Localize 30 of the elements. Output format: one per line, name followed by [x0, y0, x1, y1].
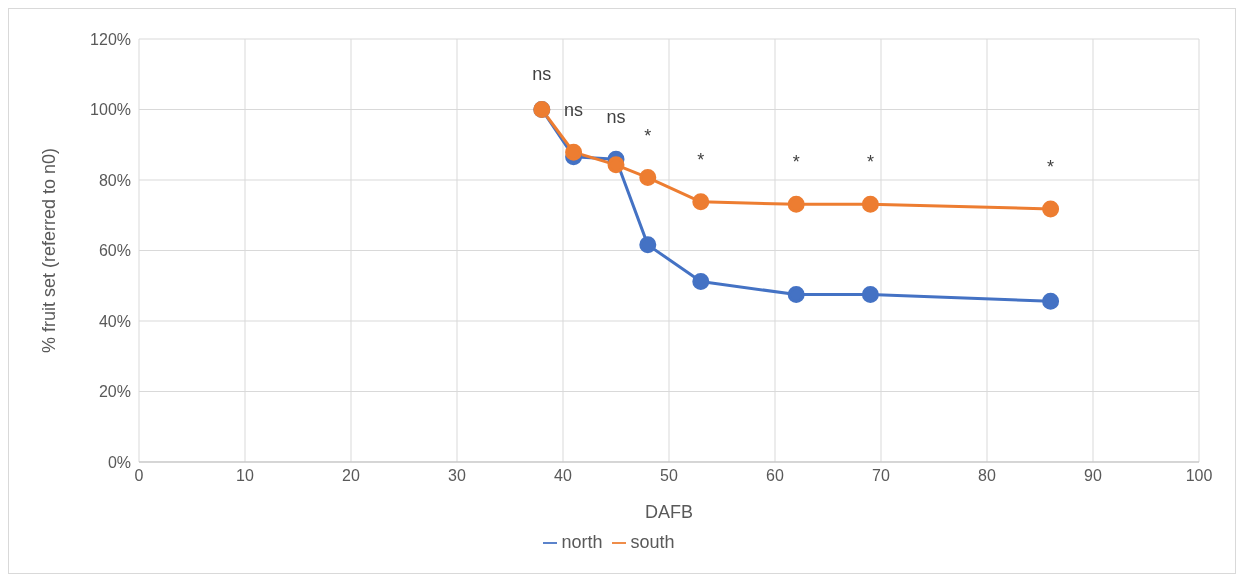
y-tick-label: 100% [90, 101, 131, 119]
legend-label: north [561, 532, 603, 552]
y-tick-label: 120% [90, 30, 131, 48]
x-axis-title: DAFB [644, 502, 694, 522]
x-tick-label: 30 [448, 467, 466, 485]
y-tick-label: 80% [98, 171, 131, 189]
annotation: * [866, 152, 874, 173]
annotation: * [1047, 156, 1055, 177]
x-tick-label: 0 [134, 467, 144, 485]
x-tick-label: 100 [1185, 467, 1213, 485]
annotation: ns [606, 107, 626, 128]
y-tick-label: 20% [98, 383, 131, 401]
y-axis-title: % fruit set (referred to n0) [39, 147, 60, 354]
annotation: * [697, 149, 705, 170]
annotation: * [644, 125, 652, 146]
x-tick-label: 10 [236, 467, 254, 485]
annotation: ns [564, 100, 584, 121]
annotation: * [792, 152, 800, 173]
x-tick-label: 40 [554, 467, 572, 485]
x-tick-label: 80 [978, 467, 996, 485]
y-tick-label: 0% [107, 453, 131, 471]
x-tick-label: 50 [660, 467, 678, 485]
x-tick-label: 90 [1084, 467, 1102, 485]
x-tick-label: 60 [766, 467, 784, 485]
annotation: ns [532, 63, 552, 84]
x-tick-label: 70 [872, 467, 890, 485]
x-tick-label: 20 [342, 467, 360, 485]
y-tick-label: 40% [98, 312, 131, 330]
y-tick-label: 60% [98, 242, 131, 260]
legend-label: south [630, 532, 675, 552]
